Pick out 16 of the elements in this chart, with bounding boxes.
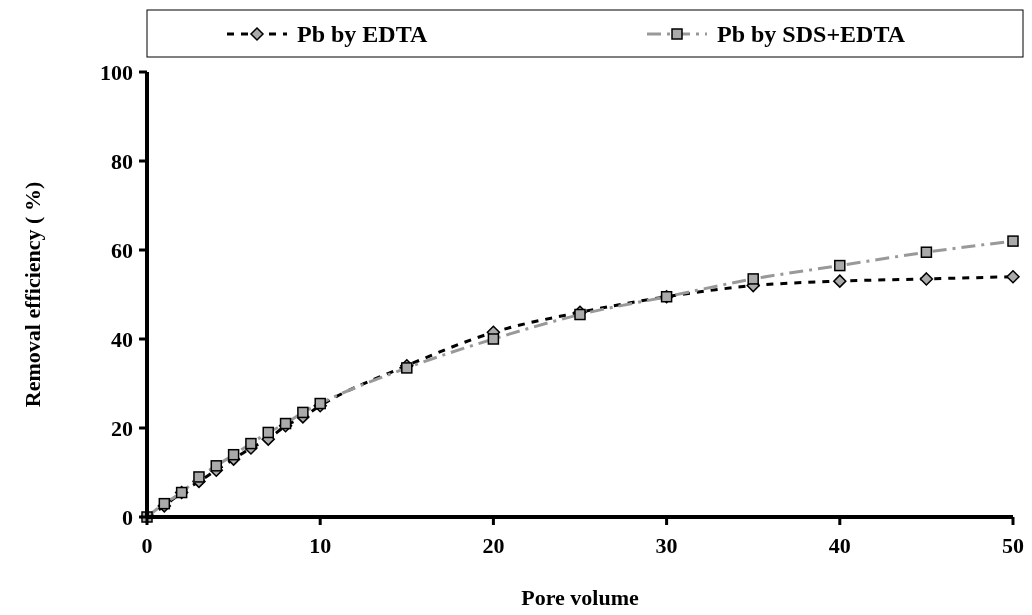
y-axis-title: Removal efficiency ( %): [20, 181, 45, 408]
y-tick-label: 80: [111, 148, 133, 174]
x-tick-label: 0: [141, 533, 153, 558]
y-tick-label: 100: [100, 59, 133, 85]
x-tick-label: 10: [309, 533, 332, 558]
x-axis-title: Pore volume: [521, 585, 639, 610]
y-tick-label: 0: [122, 504, 133, 530]
legend-label: Pb by EDTA: [297, 21, 428, 48]
y-tick-label: 60: [111, 237, 133, 263]
x-tick-label: 50: [1002, 533, 1024, 558]
y-tick-label: 40: [111, 326, 133, 352]
x-tick-label: 30: [655, 533, 678, 558]
x-tick-label: 40: [828, 533, 851, 558]
x-tick-label: 20: [482, 533, 505, 558]
legend-label: Pb by SDS+EDTA: [717, 21, 906, 48]
y-tick-label: 20: [111, 415, 133, 441]
